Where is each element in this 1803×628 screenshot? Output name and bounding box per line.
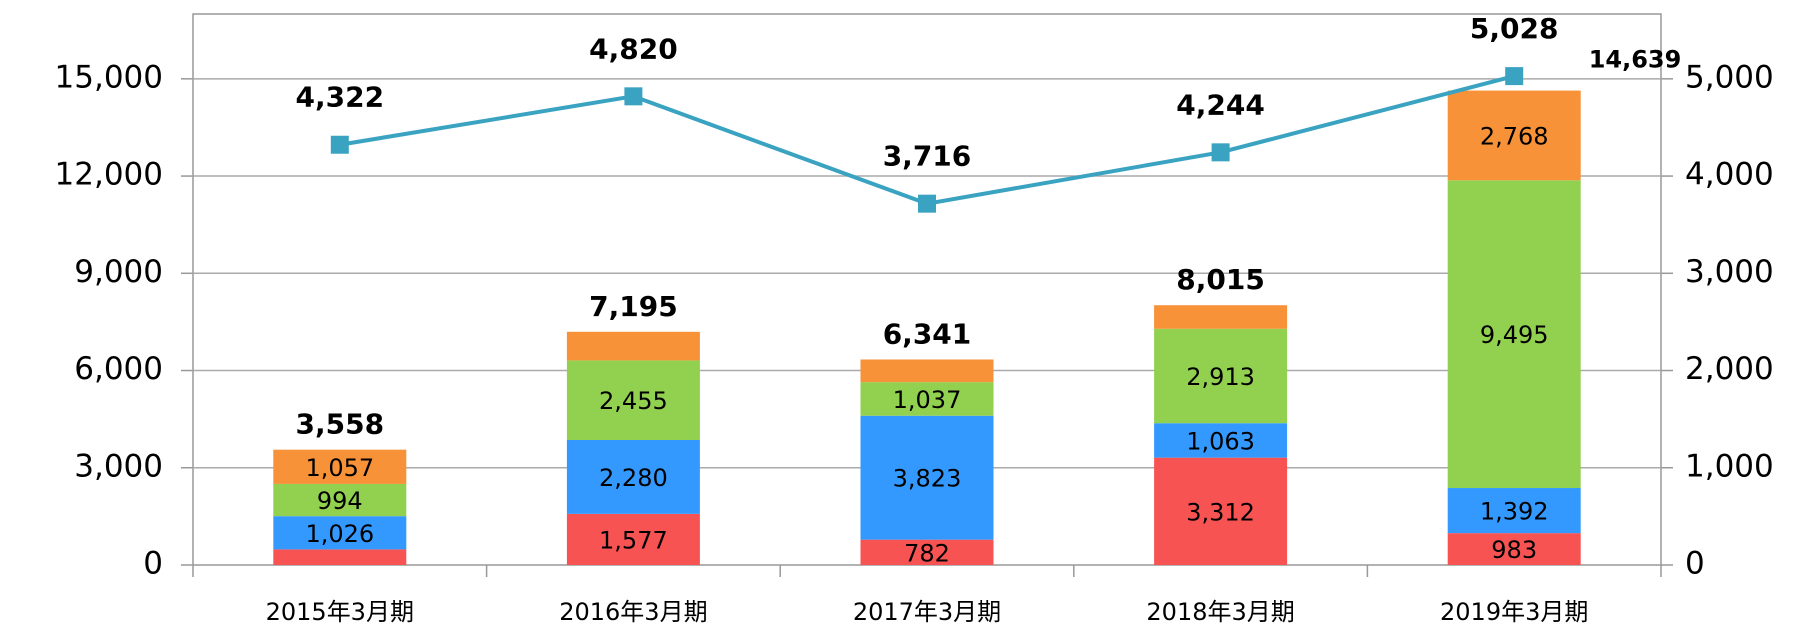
- total-label: 3,558: [296, 408, 385, 441]
- line-marker: [330, 135, 349, 154]
- line-label: 5,028: [1470, 12, 1559, 45]
- bar-segment: [566, 513, 700, 565]
- segment-label: 983: [1491, 536, 1537, 564]
- bar-segment: [566, 439, 700, 514]
- bar-segment: [566, 331, 700, 361]
- x-tick-label: 2019年3月期: [1440, 598, 1588, 626]
- y-tick-label: 6,000: [74, 351, 163, 387]
- bar-segment: [273, 516, 407, 550]
- x-tick-label: 2017年3月期: [853, 598, 1001, 626]
- bar-segment: [1447, 90, 1581, 181]
- segment-label: 782: [904, 539, 950, 567]
- bar-segment: [566, 360, 700, 440]
- segment-label: 1,026: [305, 520, 374, 548]
- y2-tick-label: 5,000: [1685, 59, 1774, 95]
- bar-segment: [1154, 328, 1288, 424]
- bar-segment: [1447, 488, 1581, 534]
- bar-segment: [860, 539, 994, 565]
- x-tick-label: 2015年3月期: [266, 598, 414, 626]
- y-tick-label: 3,000: [74, 448, 163, 484]
- line-label: 4,322: [296, 81, 385, 114]
- total-label: 7,195: [589, 290, 678, 323]
- bar-segment: [860, 415, 994, 540]
- segment-label: 2,455: [599, 387, 668, 415]
- y2-tick-label: 2,000: [1685, 351, 1774, 387]
- line-marker: [1505, 67, 1524, 86]
- bar-segment: [1447, 533, 1581, 565]
- bar-segment: [273, 449, 407, 484]
- y2-tick-label: 1,000: [1685, 448, 1774, 484]
- y-tick-label: 15,000: [55, 59, 163, 95]
- segment-label: 1,037: [893, 386, 962, 414]
- bar-segment: [1154, 423, 1288, 458]
- y-tick-label: 0: [143, 546, 163, 582]
- bar-segment: [1447, 180, 1581, 489]
- segment-label: 2,280: [599, 464, 668, 492]
- bar-segment: [1154, 457, 1288, 565]
- line-label: 4,244: [1176, 88, 1265, 121]
- segment-label: 3,823: [893, 465, 962, 493]
- line-label: 4,820: [589, 32, 678, 65]
- total-label: 14,639: [1589, 46, 1682, 74]
- x-tick-label: 2016年3月期: [559, 598, 707, 626]
- bar-segment: [1154, 305, 1288, 329]
- bar-segment: [860, 359, 994, 383]
- x-tick-label: 2018年3月期: [1146, 598, 1294, 626]
- bar-segment: [273, 483, 407, 517]
- line-marker: [1211, 143, 1230, 162]
- total-label: 6,341: [883, 317, 972, 350]
- line-marker: [624, 87, 643, 106]
- segment-label: 2,913: [1186, 363, 1255, 391]
- total-label: 8,015: [1176, 263, 1265, 296]
- y-tick-label: 12,000: [55, 157, 163, 193]
- segment-label: 1,392: [1480, 498, 1549, 526]
- segment-label: 9,495: [1480, 321, 1549, 349]
- bar-segment: [273, 549, 407, 565]
- line-label: 3,716: [883, 140, 972, 173]
- bar-segment: [860, 382, 994, 416]
- line-marker: [918, 194, 936, 213]
- segment-label: 3,312: [1186, 498, 1255, 526]
- segment-label: 1,057: [305, 454, 374, 482]
- segment-label: 994: [317, 487, 363, 515]
- segment-label: 1,063: [1186, 427, 1255, 455]
- segment-label: 1,577: [599, 526, 668, 554]
- y2-tick-label: 3,000: [1685, 254, 1774, 290]
- y2-tick-label: 0: [1685, 546, 1705, 582]
- y-tick-label: 9,000: [74, 254, 163, 290]
- segment-label: 2,768: [1480, 122, 1549, 150]
- y2-tick-label: 4,000: [1685, 157, 1774, 193]
